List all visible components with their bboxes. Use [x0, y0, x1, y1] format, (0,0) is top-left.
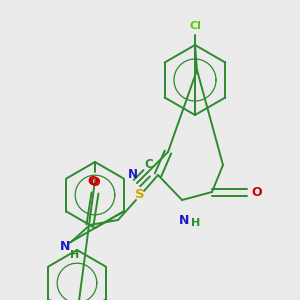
Text: O: O [251, 185, 262, 199]
Text: O: O [90, 176, 100, 189]
Text: N: N [128, 168, 138, 181]
Text: H: H [191, 218, 201, 228]
Text: S: S [135, 188, 145, 202]
Text: N: N [60, 241, 70, 254]
Text: C: C [144, 158, 153, 171]
Text: H: H [70, 250, 80, 260]
Text: Cl: Cl [189, 21, 201, 31]
Text: N: N [179, 214, 189, 227]
Text: O: O [88, 175, 98, 188]
